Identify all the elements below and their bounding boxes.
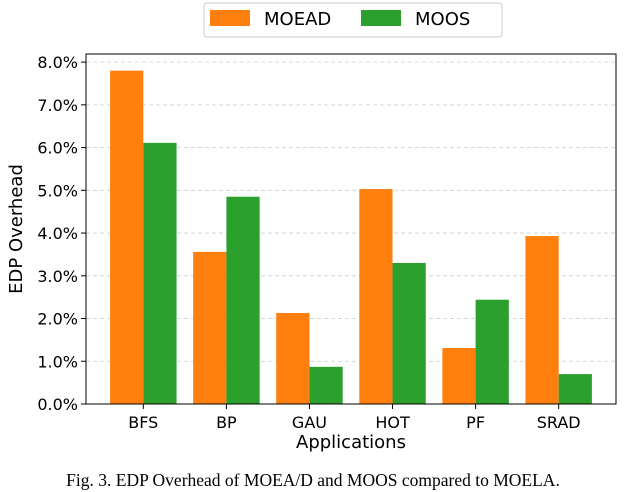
y-tick-label: 3.0% xyxy=(37,267,78,286)
y-tick-label: 5.0% xyxy=(37,181,78,200)
y-ticks: 0.0% 1.0% 2.0% 3.0% 4.0% 5.0% 6.0% 7.0% 8.0% xyxy=(37,53,86,414)
bar-moead-hot xyxy=(359,189,393,404)
y-tick-label: 6.0% xyxy=(37,139,78,158)
bar-moead-bp xyxy=(193,251,227,404)
x-ticks: BFS BP GAU HOT PF SRAD xyxy=(128,404,581,432)
bar-moos-bp xyxy=(226,196,260,404)
bar-moead-pf xyxy=(442,348,476,404)
bar-moead-srad xyxy=(525,236,559,404)
bar-moos-hot xyxy=(392,262,426,404)
y-tick-label: 0.0% xyxy=(37,395,78,414)
x-tick-label: BFS xyxy=(128,413,158,432)
y-axis-label: EDP Overhead xyxy=(6,164,27,294)
plot-frame xyxy=(85,53,617,405)
x-tick-label: SRAD xyxy=(537,413,581,432)
x-tick-label: HOT xyxy=(375,413,410,432)
legend-label-moos: MOOS xyxy=(415,9,470,30)
figure-caption: Fig. 3. EDP Overhead of MOEA/D and MOOS … xyxy=(66,470,560,490)
bar-moos-pf xyxy=(475,299,509,404)
y-tick-label: 2.0% xyxy=(37,310,78,329)
legend-box xyxy=(203,2,503,38)
x-tick-label: GAU xyxy=(292,413,327,432)
legend-swatch-moos xyxy=(361,10,401,26)
bar-moead-bfs xyxy=(110,70,144,405)
x-axis-label: Applications xyxy=(296,432,406,453)
legend: MOEAD MOOS xyxy=(203,2,503,38)
bar-moos-bfs xyxy=(143,142,177,404)
legend-swatch-moead xyxy=(210,10,250,26)
bars xyxy=(110,70,592,405)
x-tick-label: BP xyxy=(216,413,237,432)
y-tick-label: 4.0% xyxy=(37,224,78,243)
legend-label-moead: MOEAD xyxy=(264,9,331,30)
x-tick-label: PF xyxy=(466,413,485,432)
bar-moead-gau xyxy=(276,312,310,404)
bar-moos-gau xyxy=(309,366,343,404)
y-tick-label: 8.0% xyxy=(37,53,78,72)
y-tick-label: 1.0% xyxy=(37,352,78,371)
y-tick-label: 7.0% xyxy=(37,96,78,115)
bar-moos-srad xyxy=(558,374,592,404)
